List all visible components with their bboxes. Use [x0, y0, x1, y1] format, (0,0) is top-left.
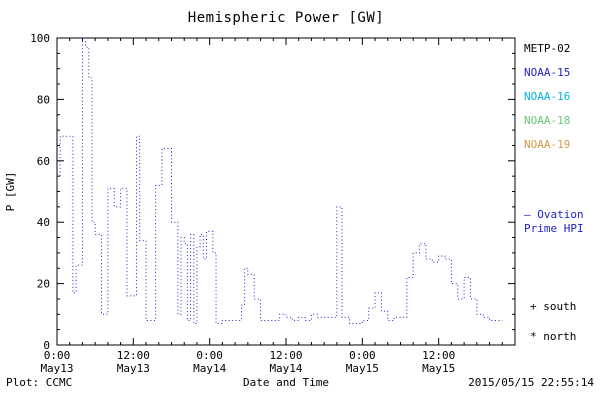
ovation-legend-line2: Prime HPI: [524, 222, 584, 235]
svg-text:0: 0: [43, 339, 50, 352]
svg-text:P [GW]: P [GW]: [4, 172, 17, 212]
svg-text:May15: May15: [422, 362, 455, 375]
north-marker-label: * north: [530, 330, 577, 343]
svg-text:80: 80: [37, 93, 50, 106]
svg-text:60: 60: [37, 155, 50, 168]
svg-text:May13: May13: [40, 362, 73, 375]
ovation-prime-legend: — Ovation Prime HPI: [524, 208, 584, 236]
satellite-legend: METP-02 NOAA-15 NOAA-16 NOAA-18 NOAA-19: [524, 42, 598, 162]
svg-text:0:00: 0:00: [196, 349, 223, 362]
ovation-legend-line1: — Ovation: [524, 208, 584, 221]
svg-text:0:00: 0:00: [349, 349, 376, 362]
svg-text:100: 100: [30, 32, 50, 45]
svg-text:20: 20: [37, 278, 50, 291]
svg-text:May15: May15: [346, 362, 379, 375]
legend-item-noaa18: NOAA-18: [524, 114, 571, 127]
svg-text:0:00: 0:00: [44, 349, 71, 362]
chart-title: Hemispheric Power [GW]: [187, 10, 385, 26]
plot-credit: Plot: CCMC: [6, 376, 73, 389]
svg-text:May14: May14: [193, 362, 226, 375]
svg-text:12:00: 12:00: [269, 349, 302, 362]
south-marker-label: + south: [530, 300, 577, 313]
svg-text:12:00: 12:00: [422, 349, 455, 362]
xaxis-label: Date and Time: [242, 376, 330, 389]
legend-item-noaa19: NOAA-19: [524, 138, 571, 151]
plot-timestamp: 2015/05/15 22:55:14: [468, 376, 594, 389]
svg-text:12:00: 12:00: [117, 349, 150, 362]
legend-item-noaa16: NOAA-16: [524, 90, 571, 103]
legend-item-metp02: METP-02: [524, 42, 571, 55]
svg-text:May14: May14: [269, 362, 302, 375]
svg-text:May13: May13: [117, 362, 150, 375]
svg-text:40: 40: [37, 216, 50, 229]
legend-item-noaa15: NOAA-15: [524, 66, 571, 79]
